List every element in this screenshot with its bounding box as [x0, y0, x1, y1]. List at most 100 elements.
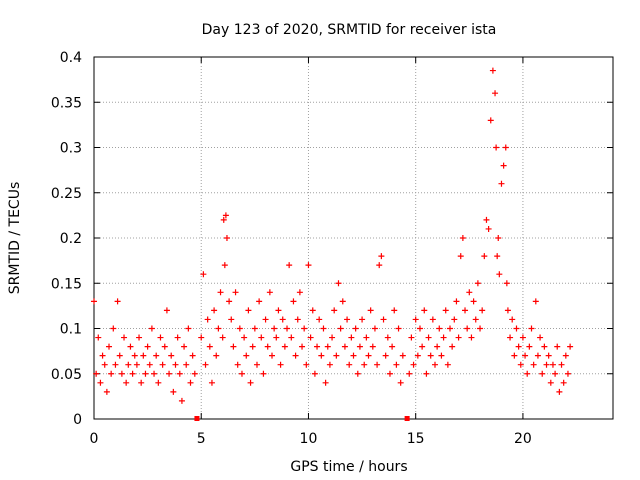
data-point	[526, 343, 533, 350]
data-point	[191, 370, 198, 377]
data-point	[232, 289, 239, 296]
data-point	[481, 253, 488, 260]
data-point	[220, 216, 227, 223]
data-point	[138, 379, 145, 386]
data-point	[356, 343, 363, 350]
y-axis: 0 0.05 0.1 0.15 0.2 0.25 0.3 0.35 0.4	[51, 50, 613, 428]
data-point	[477, 325, 484, 332]
data-point	[204, 316, 211, 323]
data-point	[541, 343, 548, 350]
data-point	[307, 334, 314, 341]
data-point	[118, 370, 125, 377]
data-point	[393, 361, 400, 368]
data-point	[528, 325, 535, 332]
data-point	[479, 307, 486, 314]
data-point	[176, 370, 183, 377]
data-point	[395, 325, 402, 332]
data-point	[178, 397, 185, 404]
data-point	[281, 343, 288, 350]
data-point	[106, 343, 113, 350]
data-point	[386, 370, 393, 377]
chart-title: Day 123 of 2020, SRMTID for receiver ist…	[202, 22, 497, 38]
data-point	[144, 343, 151, 350]
data-point	[352, 325, 359, 332]
data-point	[537, 334, 544, 341]
data-point	[436, 325, 443, 332]
data-point	[374, 361, 381, 368]
data-point	[189, 352, 196, 359]
data-point	[556, 388, 563, 395]
data-point	[427, 352, 434, 359]
x-tick-label: 20	[514, 431, 532, 447]
data-point	[288, 334, 295, 341]
y-axis-label: SRMTID / TECUs	[7, 182, 23, 295]
data-point	[170, 388, 177, 395]
data-point	[136, 334, 143, 341]
data-point	[208, 379, 215, 386]
data-point	[322, 379, 329, 386]
data-point	[503, 280, 510, 287]
x-axis: 0 5 10 15 20	[90, 57, 532, 447]
data-point	[157, 334, 164, 341]
data-point	[299, 343, 306, 350]
y-tick-label: 0.2	[60, 231, 82, 247]
data-point	[262, 316, 269, 323]
data-point	[361, 361, 368, 368]
data-point	[382, 352, 389, 359]
data-point	[500, 162, 507, 169]
data-point	[470, 298, 477, 305]
data-point	[515, 343, 522, 350]
data-point	[530, 361, 537, 368]
x-axis-label: GPS time / hours	[290, 459, 407, 475]
data-point	[451, 316, 458, 323]
data-point	[142, 370, 149, 377]
data-point	[112, 361, 119, 368]
data-point	[513, 325, 520, 332]
data-point	[187, 379, 194, 386]
data-point	[121, 334, 128, 341]
data-point	[384, 334, 391, 341]
y-tick-label: 0.15	[51, 276, 82, 292]
data-point	[131, 352, 138, 359]
data-point	[524, 370, 531, 377]
data-point	[258, 334, 265, 341]
data-point	[462, 307, 469, 314]
data-point	[378, 253, 385, 260]
data-point	[468, 334, 475, 341]
data-point	[380, 316, 387, 323]
data-point	[493, 144, 500, 151]
data-point	[309, 307, 316, 314]
data-point	[168, 352, 175, 359]
y-tick-label: 0.35	[51, 95, 82, 111]
data-point	[326, 361, 333, 368]
data-point	[146, 361, 153, 368]
data-point	[335, 280, 342, 287]
data-point	[498, 180, 505, 187]
data-point	[185, 325, 192, 332]
data-point	[547, 379, 554, 386]
x-tick-label: 0	[90, 431, 99, 447]
data-point	[234, 361, 241, 368]
data-point	[367, 307, 374, 314]
data-point	[504, 307, 511, 314]
data-point	[344, 316, 351, 323]
data-point	[363, 334, 370, 341]
data-point	[496, 271, 503, 278]
data-point	[339, 298, 346, 305]
data-point	[318, 352, 325, 359]
data-point	[116, 352, 123, 359]
data-point	[151, 370, 158, 377]
data-point	[442, 307, 449, 314]
data-point	[251, 325, 258, 332]
data-point	[108, 370, 115, 377]
data-point	[376, 262, 383, 269]
data-point	[123, 379, 130, 386]
data-point	[434, 343, 441, 350]
data-point	[292, 352, 299, 359]
data-point	[230, 343, 237, 350]
data-point	[279, 316, 286, 323]
data-point	[485, 225, 492, 232]
data-point	[125, 361, 132, 368]
gap-markers	[194, 416, 410, 421]
